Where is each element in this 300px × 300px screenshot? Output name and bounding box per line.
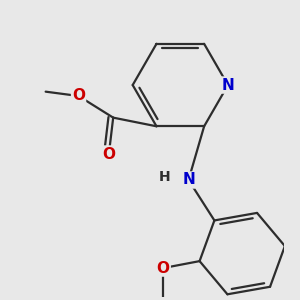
Text: O: O xyxy=(72,88,85,104)
Text: H: H xyxy=(158,169,170,184)
Text: N: N xyxy=(182,172,195,188)
Text: O: O xyxy=(157,260,170,275)
Text: N: N xyxy=(222,77,234,92)
Text: O: O xyxy=(102,146,116,161)
